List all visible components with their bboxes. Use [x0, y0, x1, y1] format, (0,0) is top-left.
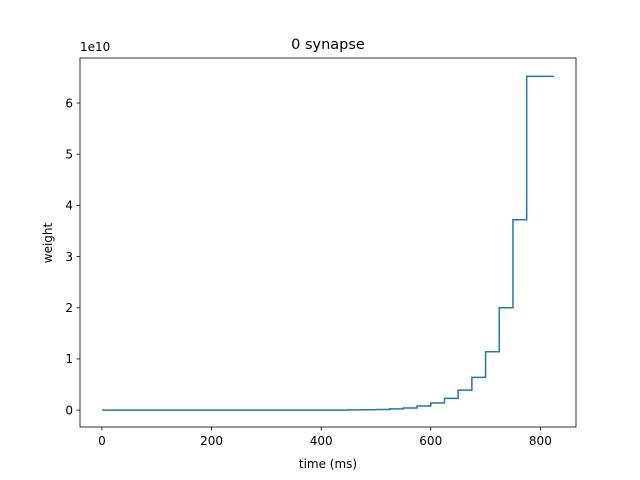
y-tick-label: 5	[65, 148, 73, 162]
x-tick-label: 200	[200, 434, 223, 448]
y-tick-label: 3	[65, 250, 73, 264]
y-tick-label: 1	[65, 352, 73, 366]
plot-frame	[79, 57, 577, 428]
x-tick-label: 400	[310, 434, 333, 448]
y-axis-offset-label: 1e10	[80, 40, 110, 54]
x-tick-label: 600	[419, 434, 442, 448]
series-line-0	[101, 75, 555, 411]
x-tick-label: 0	[98, 434, 106, 448]
axes: 0 200 400 600 800 0 1 2 3 4 5 6	[65, 57, 577, 448]
x-axis-label: time (ms)	[299, 457, 357, 471]
chart-title: 0 synapse	[291, 37, 365, 53]
plot-area	[101, 75, 555, 411]
x-tick-label: 800	[529, 434, 552, 448]
y-tick-label: 4	[65, 199, 73, 213]
y-tick-label: 6	[65, 96, 73, 110]
y-tick-label: 0	[65, 403, 73, 417]
y-axis-label: weight	[41, 222, 55, 263]
y-tick-label: 2	[65, 301, 73, 315]
